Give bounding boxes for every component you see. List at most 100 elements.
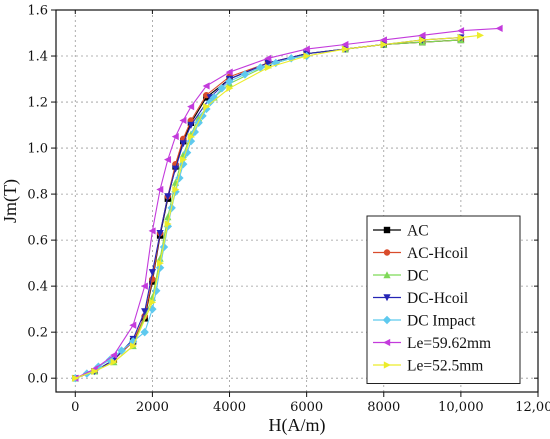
legend-entry: Le=52.5mm: [373, 358, 483, 375]
legend-box: [366, 215, 521, 384]
data-point: [203, 103, 211, 111]
plot-frame: [55, 9, 539, 393]
data-point: [164, 220, 172, 228]
data-point: [202, 82, 210, 90]
legend-swatch-marker: [383, 338, 391, 347]
data-point: [380, 40, 388, 49]
x-tick-label: 10,000: [438, 400, 484, 415]
legend-swatch-marker: [383, 294, 391, 302]
legend-entry: Le=59.62mm: [373, 335, 491, 352]
data-point: [156, 185, 164, 194]
data-point: [264, 59, 272, 67]
data-point: [187, 132, 195, 141]
y-tick-label: 1.6: [27, 4, 48, 19]
data-point: [256, 63, 265, 72]
legend-label: Le=52.5mm: [407, 358, 483, 375]
data-point: [225, 77, 234, 86]
y-tick-label: 0.2: [27, 326, 48, 341]
data-point: [202, 104, 211, 114]
legend-swatch-marker: [382, 315, 392, 325]
x-tick-label: 6000: [290, 400, 323, 415]
series-line: [75, 27, 500, 379]
data-point: [140, 282, 148, 290]
legend-swatch-marker: [383, 249, 391, 256]
data-point: [217, 84, 227, 93]
y-tick-label: 0.4: [27, 280, 48, 295]
data-point: [175, 173, 184, 183]
data-point: [117, 346, 126, 355]
data-point: [303, 52, 311, 60]
data-point: [140, 327, 149, 337]
legend-entry: AC: [373, 223, 429, 240]
axes: [51, 9, 539, 397]
data-point: [155, 263, 165, 272]
data-point: [186, 136, 196, 146]
data-point: [379, 36, 387, 44]
legend-entry: DC-Hcoil: [373, 290, 468, 307]
legend-label: Le=59.62mm: [407, 335, 491, 352]
series-5: [71, 24, 503, 382]
legend-entry: DC: [373, 268, 429, 285]
data-point: [179, 116, 187, 125]
data-point: [495, 24, 503, 33]
data-point: [302, 45, 310, 53]
data-point: [419, 36, 427, 44]
y-tick-label: 0.8: [27, 188, 48, 203]
data-point: [187, 103, 195, 111]
legend-entry: DC Impact: [373, 313, 476, 330]
data-point: [91, 367, 99, 375]
y-tick-label: 0.6: [27, 234, 48, 249]
data-point: [225, 68, 233, 76]
y-axis-title: Jm(T): [0, 179, 21, 223]
data-point: [264, 54, 272, 62]
data-point: [110, 351, 118, 359]
x-tick-label: 0: [71, 400, 79, 415]
data-point: [264, 63, 272, 72]
y-tick-label: 1.0: [27, 142, 48, 157]
data-point: [172, 185, 180, 194]
legend-label: AC-Hcoil: [407, 245, 468, 262]
legend: AC AC-Hcoil DC DC-Hcoil DC Impact Le=59.62mm L…: [366, 215, 521, 384]
x-axis-title: H(A/m): [269, 415, 326, 436]
data-point: [206, 97, 215, 107]
data-point: [148, 269, 156, 277]
x-tick-label: 4000: [213, 400, 246, 415]
data-point: [476, 31, 484, 39]
data-point: [171, 132, 179, 141]
legend-swatch-marker: [383, 226, 391, 234]
series-layer: [71, 24, 503, 383]
data-point: [72, 374, 80, 382]
legend-swatch-marker: [383, 271, 391, 279]
data-point: [156, 259, 164, 267]
legend-label: DC Impact: [407, 313, 476, 330]
data-point: [240, 70, 250, 79]
legend-swatch-marker: [383, 361, 391, 369]
data-point: [179, 151, 187, 159]
x-tick-label: 8000: [367, 400, 400, 415]
y-tick-label: 1.2: [27, 96, 48, 111]
legend-entry: AC-Hcoil: [373, 245, 468, 262]
data-point: [179, 140, 187, 148]
data-point: [148, 227, 156, 235]
data-point: [418, 31, 426, 39]
data-point: [129, 321, 137, 329]
y-tick-label: 1.4: [27, 50, 48, 65]
legend-label: AC: [407, 223, 429, 240]
y-tick-label: 0.0: [27, 372, 48, 387]
data-point: [110, 358, 118, 366]
data-point: [342, 45, 349, 53]
data-point: [156, 230, 164, 238]
series-6: [72, 31, 484, 382]
data-point: [171, 165, 180, 173]
x-tick-label: 2000: [136, 400, 169, 415]
data-point: [180, 155, 188, 164]
data-point: [164, 155, 172, 164]
x-tick-label: 12,000: [515, 400, 550, 415]
data-point: [341, 40, 349, 49]
legend-label: DC: [407, 268, 429, 285]
data-point: [141, 308, 149, 316]
legend-label: DC-Hcoil: [407, 290, 468, 307]
data-point: [129, 342, 137, 350]
